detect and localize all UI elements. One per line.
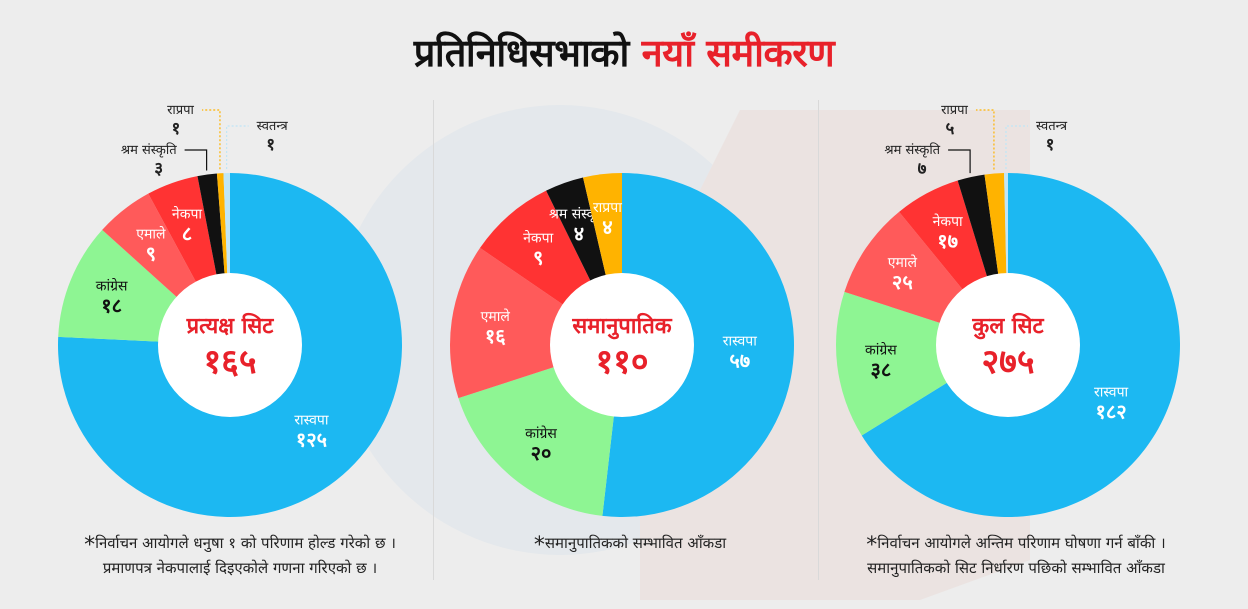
slice-label: स्वतन्त्र bbox=[1036, 119, 1068, 134]
center-label: कुल सिट bbox=[971, 312, 1044, 340]
slice-label: श्रम संस्कृति bbox=[884, 142, 940, 158]
pie-slice bbox=[836, 291, 1008, 436]
leader-line bbox=[948, 149, 971, 174]
center-value: ११० bbox=[595, 342, 648, 382]
slice-label: एमाले bbox=[481, 308, 511, 325]
donut-chart-direct: रास्वपा१२५ कांग्रेस१८ एमाले९ नेकपा८ श्रम संस… bbox=[57, 103, 402, 518]
slice-value: ३८ bbox=[871, 357, 892, 381]
slice-label: राप्रपा bbox=[167, 103, 194, 118]
footnote-total: *निर्वाचन आयोगले अन्तिम परिणाम घोषणा गर्… bbox=[826, 532, 1206, 580]
slice-label: कांग्रेस bbox=[96, 277, 128, 294]
slice-value: १२५ bbox=[296, 427, 327, 451]
slice-label: कांग्रेस bbox=[525, 425, 557, 442]
slice-value: १ bbox=[172, 119, 181, 139]
slice-label: श्रम संस्कृति bbox=[121, 142, 177, 158]
column-divider bbox=[818, 100, 819, 580]
footnote-line: निर्वाचन आयोगले अन्तिम परिणाम घोषणा गर्न… bbox=[877, 534, 1166, 552]
footnote-line: समानुपातिकको सम्भावित आँकडा bbox=[544, 534, 727, 552]
slice-value: ८ bbox=[182, 221, 192, 245]
asterisk-icon: * bbox=[533, 533, 545, 558]
title-part-red: नयाँ समीकरण bbox=[641, 31, 835, 75]
pie-slice bbox=[602, 173, 795, 517]
slice-value: ७ bbox=[918, 159, 927, 179]
leader-line bbox=[975, 109, 995, 170]
leader-line bbox=[184, 149, 208, 171]
slice-label: स्वतन्त्र bbox=[257, 119, 289, 134]
slice-label: राप्रपा bbox=[941, 103, 968, 118]
slice-value: १६ bbox=[485, 324, 506, 348]
footnote-proportional: *समानुपातिकको सम्भावित आँकडा bbox=[440, 532, 820, 557]
donut-hole bbox=[936, 273, 1080, 417]
slice-value: ९ bbox=[533, 245, 543, 269]
slice-label: कांग्रेस bbox=[865, 341, 897, 358]
slice-label: राप्रपा bbox=[593, 200, 622, 216]
slice-value: १८२ bbox=[1095, 399, 1126, 423]
slice-value: १ bbox=[266, 135, 275, 155]
slice-value: १७ bbox=[937, 229, 958, 253]
slice-value: २० bbox=[531, 441, 552, 465]
slice-value: ५ bbox=[946, 119, 955, 139]
footnote-line: समानुपातिकको सिट निर्धारण पछिको सम्भावित… bbox=[867, 559, 1165, 577]
slice-value: २५ bbox=[892, 270, 913, 294]
slice-label: नेकपा bbox=[933, 213, 963, 230]
footnote-direct: *निर्वाचन आयोगले धनुषा १ को परिणाम होल्ड… bbox=[50, 532, 430, 580]
title-part-black: प्रतिनिधिसभाको bbox=[413, 31, 630, 75]
donut-hole bbox=[550, 273, 694, 417]
page-title: प्रतिनिधिसभाको नयाँ समीकरण bbox=[0, 26, 1248, 78]
center-value: २७५ bbox=[981, 342, 1034, 382]
leader-line bbox=[1005, 125, 1028, 170]
donut-hole bbox=[158, 273, 302, 417]
slice-value: ४ bbox=[574, 221, 584, 245]
slice-value: १ bbox=[1046, 135, 1055, 155]
slice-value: १८ bbox=[101, 293, 122, 317]
slice-label: एमाले bbox=[888, 254, 918, 271]
column-divider bbox=[433, 100, 434, 580]
slice-label: रास्वपा bbox=[723, 334, 758, 350]
leader-line bbox=[201, 109, 221, 170]
slice-label: नेकपा bbox=[523, 229, 553, 246]
asterisk-icon: * bbox=[866, 533, 878, 558]
leader-line bbox=[226, 125, 249, 170]
center-label: प्रत्यक्ष सिट bbox=[186, 312, 275, 339]
center-label: समानुपातिक bbox=[571, 312, 672, 340]
slice-value: ४ bbox=[602, 215, 612, 239]
slice-label: एमाले bbox=[136, 225, 166, 242]
asterisk-icon: * bbox=[84, 533, 96, 558]
footnote-line: प्रमाणपत्र नेकपालाई दिइएकोले गणना गरिएको… bbox=[102, 559, 378, 577]
slice-label: नेकपा bbox=[172, 205, 202, 222]
slice-value: ५७ bbox=[729, 349, 750, 373]
pie-slice bbox=[450, 247, 622, 399]
slice-value: ९ bbox=[146, 241, 156, 265]
slice-label: रास्वपा bbox=[294, 412, 329, 428]
footnote-line: निर्वाचन आयोगले धनुषा १ को परिणाम होल्ड … bbox=[95, 534, 396, 552]
center-value: १६५ bbox=[203, 342, 256, 382]
slice-value: ३ bbox=[154, 159, 163, 179]
slice-label: रास्वपा bbox=[1094, 384, 1129, 400]
